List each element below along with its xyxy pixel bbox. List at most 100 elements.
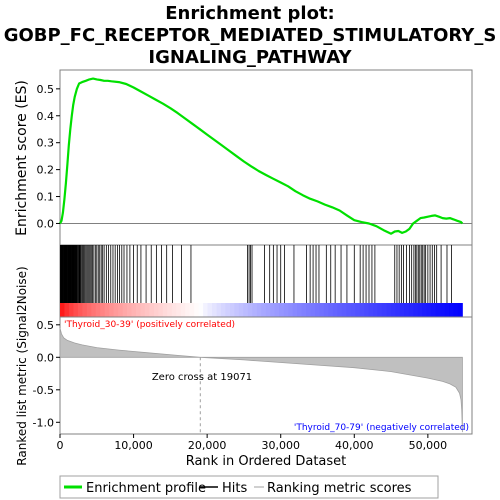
ranking-gradient-segment — [274, 303, 280, 317]
ranking-gradient-segment — [238, 303, 244, 317]
ranking-gradient-segment — [310, 303, 316, 317]
ranking-gradient-segment — [319, 303, 325, 317]
ranking-gradient-segment — [158, 303, 164, 317]
ranking-gradient-segment — [395, 303, 401, 317]
x-tick-label: 50,000 — [409, 439, 448, 452]
ranking-gradient-segment — [194, 303, 200, 317]
ranking-gradient-segment — [305, 303, 311, 317]
ranking-gradient-segment — [426, 303, 432, 317]
ranking-gradient-segment — [73, 303, 79, 317]
x-tick-label: 10,000 — [114, 439, 153, 452]
legend: Enrichment profile Hits Ranking metric s… — [59, 475, 439, 499]
es-y-tick-label: 0.5 — [37, 83, 55, 96]
ranking-gradient-segment — [355, 303, 360, 317]
ranking-gradient-segment — [140, 303, 146, 317]
ranking-gradient-segment — [323, 303, 329, 317]
es-panel-frame — [59, 69, 473, 246]
ranking-gradient-segment — [153, 303, 159, 317]
ranking-gradient-segment — [131, 303, 137, 317]
ranking-gradient-segment — [296, 303, 302, 317]
ranking-gradient-segment — [82, 303, 88, 317]
ranking-gradient-segment — [104, 303, 110, 317]
ranking-gradient-segment — [444, 303, 450, 317]
ranking-gradient-segment — [234, 303, 240, 317]
ranking-gradient-segment — [171, 303, 177, 317]
ranking-gradient-segment — [127, 303, 132, 317]
es-y-tick-label: 0.0 — [37, 217, 55, 230]
ranking-gradient-segment — [144, 303, 150, 317]
ranking-gradient-segment — [185, 303, 191, 317]
ranking-gradient-segment — [118, 303, 123, 317]
ranking-gradient-segment — [113, 303, 119, 317]
legend-label-hits: Hits — [222, 481, 247, 496]
ranking-gradient-segment — [216, 303, 222, 317]
zero-cross-label: Zero cross at 19071 — [152, 372, 252, 383]
es-y-tick-label: 0.3 — [37, 137, 55, 150]
ranking-gradient-segment — [212, 303, 217, 317]
title-line-2: GOBP_FC_RECEPTOR_MEDIATED_STIMULATORY_S — [4, 25, 497, 46]
negative-correlation-label: 'Thyroid_70-79' (negatively correlated) — [294, 423, 469, 433]
positive-correlation-label: 'Thyroid_30-39' (positively correlated) — [64, 320, 235, 330]
metric-panel-frame — [59, 316, 473, 435]
ranking-gradient-segment — [332, 303, 338, 317]
ranking-gradient-segment — [440, 303, 445, 317]
ranking-gradient-segment — [225, 303, 231, 317]
x-tick-label: 40,000 — [335, 439, 374, 452]
ranking-gradient-segment — [408, 303, 414, 317]
metric-y-tick-label: -1.0 — [33, 416, 54, 429]
ranking-gradient-segment — [243, 303, 249, 317]
ranking-gradient-segment — [220, 303, 226, 317]
ranking-gradient-segment — [381, 303, 387, 317]
ranking-gradient-segment — [86, 303, 92, 317]
legend-label-enrichment-profile: Enrichment profile — [86, 481, 206, 496]
ranking-gradient-segment — [346, 303, 352, 317]
ranking-gradient-segment — [288, 303, 293, 317]
ranking-metric-area — [59, 327, 463, 433]
ranking-gradient-segment — [109, 303, 115, 317]
ranking-gradient-segment — [162, 303, 168, 317]
ranking-gradient-segment — [136, 303, 141, 317]
enrichment-profile-line — [59, 77, 464, 235]
ranking-gradient-segment — [373, 303, 378, 317]
ranking-gradient-segment — [270, 303, 276, 317]
ranking-gradient-segment — [350, 303, 356, 317]
x-tick-label: 30,000 — [261, 439, 300, 452]
metric-y-tick-label: 0.0 — [37, 351, 55, 364]
chart-title: Enrichment plot: GOBP_FC_RECEPTOR_MEDIAT… — [4, 3, 497, 68]
ranking-gradient-segment — [60, 303, 65, 317]
x-axis-title: Rank in Ordered Dataset — [186, 454, 347, 469]
metric-axis-title: Ranked list metric (Signal2Noise) — [15, 266, 29, 465]
title-line-3: IGNALING_PATHWAY — [148, 47, 352, 68]
ranking-gradient-segment — [435, 303, 441, 317]
title-line-1: Enrichment plot: — [165, 3, 335, 24]
ranking-gradient-segment — [292, 303, 298, 317]
ranking-gradient-segment — [256, 303, 262, 317]
ranking-gradient-segment — [64, 303, 70, 317]
ranking-gradient-segment — [203, 303, 208, 317]
ranking-gradient-segment — [68, 303, 74, 317]
ranking-gradient-segment — [189, 303, 195, 317]
ranking-gradient-segment — [368, 303, 374, 317]
ranking-gradient-segment — [207, 303, 213, 317]
ranking-gradient-segment — [176, 303, 182, 317]
x-tick-label: 0 — [57, 439, 64, 452]
es-y-tick-label: 0.1 — [37, 191, 55, 204]
ranking-gradient-segment — [417, 303, 423, 317]
es-y-tick-label: 0.2 — [37, 164, 55, 177]
ranking-gradient-segment — [247, 303, 253, 317]
es-y-tick-label: 0.4 — [37, 110, 55, 123]
ranking-gradient-segment — [180, 303, 186, 317]
ranking-gradient-segment — [386, 303, 392, 317]
ranking-gradient-segment — [261, 303, 267, 317]
ranking-gradient-segment — [265, 303, 271, 317]
ranking-gradient-segment — [341, 303, 347, 317]
ranking-gradient-segment — [390, 303, 396, 317]
ranking-gradient-segment — [359, 303, 365, 317]
ranking-gradient-segment — [422, 303, 428, 317]
ranking-gradient-segment — [449, 303, 454, 317]
ranking-gradient-segment — [399, 303, 405, 317]
ranking-gradient-segment — [431, 303, 437, 317]
metric-y-tick-label: 0.5 — [37, 319, 55, 332]
legend-label-ranking-metric-scores: Ranking metric scores — [267, 481, 412, 496]
